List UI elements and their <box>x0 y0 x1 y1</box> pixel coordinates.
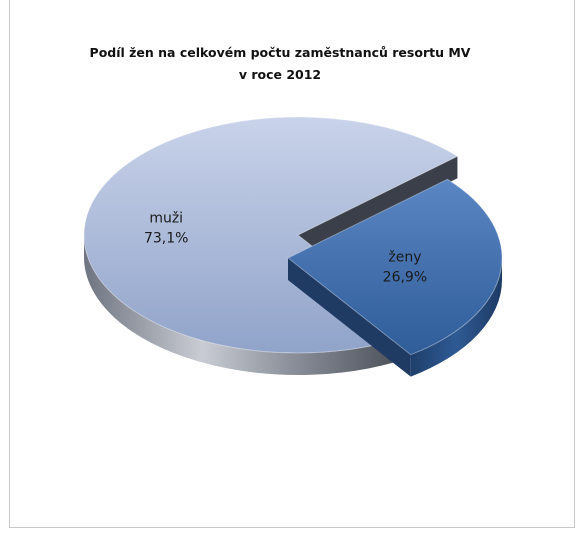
pie-slice-ženy <box>287 178 503 356</box>
chart-title-line-1: Podíl žen na celkovém počtu zaměstnanců … <box>89 45 471 60</box>
pie-slice-ženy-wall-1 <box>288 258 411 377</box>
pie-slice-muži-side <box>84 235 421 375</box>
chart-title: Podíl žen na celkovém počtu zaměstnanců … <box>60 42 500 86</box>
slice-label-muži: muži <box>149 211 183 227</box>
pie-slice-muži-wall-1 <box>298 156 458 257</box>
slice-value-ženy: 26,9% <box>383 269 427 285</box>
pie-slice-ženy-side <box>410 258 502 377</box>
slice-label-ženy: ženy <box>388 249 421 265</box>
chart-title-line-2: v roce 2012 <box>238 67 322 82</box>
slice-value-muži: 73,1% <box>144 231 188 247</box>
